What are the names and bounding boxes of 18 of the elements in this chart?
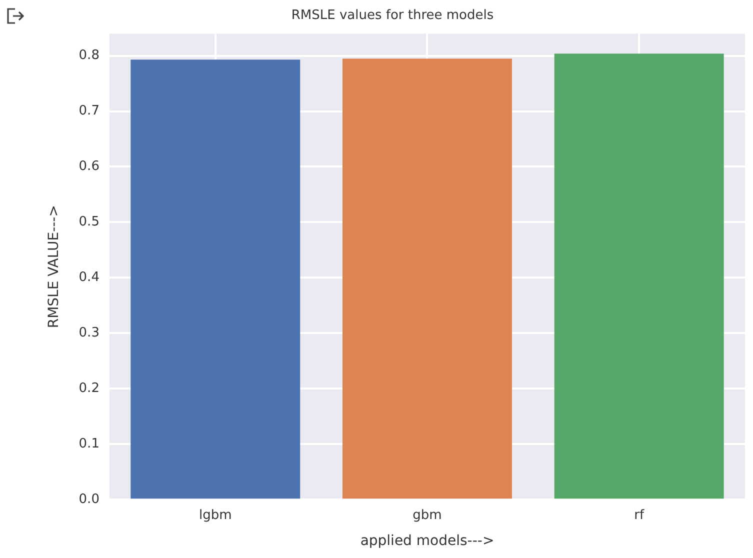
y-tick-label: 0.4 [78, 270, 100, 286]
y-tick-label: 0.7 [78, 104, 100, 119]
y-axis-title: RMSLE VALUE---> [46, 205, 62, 328]
y-tick-label: 0.0 [78, 492, 100, 507]
x-tick-label: rf [634, 508, 644, 523]
bar [130, 60, 300, 499]
x-tick-label: lgbm [199, 508, 232, 523]
y-tick-label: 0.8 [78, 48, 100, 64]
x-axis-title: applied models---> [360, 533, 494, 550]
y-tick-label: 0.5 [78, 214, 100, 230]
y-tick-label: 0.1 [78, 436, 100, 452]
bar [554, 54, 724, 499]
chart-title: RMSLE values for three models [291, 8, 494, 24]
y-tick-label: 0.3 [78, 326, 100, 341]
y-tick-label: 0.2 [78, 381, 100, 396]
bar [342, 58, 512, 499]
y-tick-label: 0.6 [78, 159, 100, 174]
x-tick-label: gbm [412, 508, 442, 523]
